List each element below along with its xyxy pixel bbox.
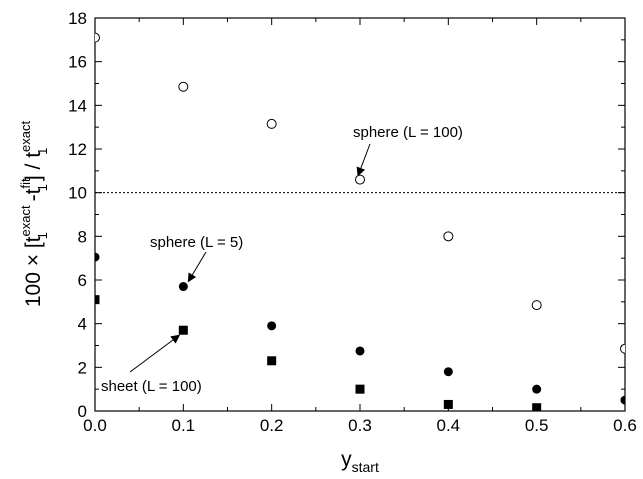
- annotation-sheet-l100-arrow: [129, 334, 181, 373]
- ylabel-sub3: 1: [35, 148, 50, 155]
- y-tick-label-1: 2: [78, 358, 87, 377]
- ylabel-sub1: 1: [35, 232, 50, 239]
- ylabel-prefix: 100 × [t: [22, 236, 45, 307]
- ylabel-mid: -t: [22, 188, 45, 207]
- point-filled-circle-2: [267, 321, 277, 331]
- axis-tick-labels: 0.0 0.1 0.2 0.3 0.4 0.5 0.6 0 2 4 6 8 10 12 14 16 18: [68, 9, 637, 435]
- point-open-circle-6: [620, 343, 625, 354]
- x-tick-label-2: 0.2: [260, 416, 284, 435]
- x-tick-label-4: 0.4: [437, 416, 461, 435]
- point-filled-square-4: [443, 399, 453, 409]
- point-open-circle-5: [531, 300, 542, 311]
- y-tick-label-0: 0: [78, 402, 87, 421]
- x-axis-label: ystart: [341, 448, 379, 475]
- x-axis-label-main: y: [341, 448, 352, 471]
- x-tick-label-6: 0.6: [613, 416, 637, 435]
- y-tick-label-8: 16: [68, 53, 87, 72]
- ylabel-sup3: exact: [18, 120, 33, 151]
- point-filled-square-0: [95, 295, 100, 305]
- point-filled-circle-3: [355, 346, 365, 356]
- annotation-sphere-l5-arrow: [187, 251, 207, 283]
- point-filled-square-3: [355, 384, 365, 394]
- annotations: sphere (L = 100) sphere (L = 5) sheet (L =…: [101, 124, 463, 395]
- y-tick-label-9: 18: [68, 9, 87, 28]
- data-points: [95, 32, 625, 411]
- x-tick-label-3: 0.3: [348, 416, 372, 435]
- y-axis-label: 100 × [texact 1 -tfit 1] / texact 1: [18, 120, 50, 307]
- annotation-sphere-l100-arrow: [356, 143, 371, 177]
- x-tick-label-1: 0.1: [172, 416, 196, 435]
- y-tick-label-7: 14: [68, 96, 87, 115]
- y-tick-label-3: 6: [78, 271, 87, 290]
- y-tick-label-5: 10: [68, 184, 87, 203]
- x-axis-label-sub: start: [352, 459, 379, 475]
- point-filled-circle-0: [95, 252, 100, 262]
- ylabel-sup1: exact: [18, 205, 33, 236]
- ylabel-sup2: fit: [18, 178, 33, 189]
- point-open-circle-2: [266, 118, 277, 129]
- annotation-sphere-l5-label: sphere (L = 5): [150, 234, 243, 251]
- point-open-circle-3: [355, 174, 365, 185]
- y-tick-label-6: 12: [68, 140, 87, 159]
- point-filled-circle-4: [443, 367, 453, 377]
- point-filled-square-2: [267, 356, 277, 366]
- x-tick-label-5: 0.5: [525, 416, 549, 435]
- annotation-sheet-l100-label: sheet (L = 100): [101, 378, 202, 395]
- point-filled-square-5: [532, 403, 542, 411]
- point-open-circle-4: [443, 231, 454, 242]
- point-open-circle-1: [178, 81, 189, 92]
- y-tick-label-2: 4: [78, 315, 87, 334]
- point-open-circle-0: [95, 32, 100, 43]
- y-tick-label-4: 8: [78, 227, 87, 246]
- ylabel-close: ] / t: [22, 152, 45, 181]
- ylabel-sub2: 1: [35, 184, 50, 191]
- point-filled-circle-6: [620, 395, 625, 405]
- annotation-sphere-l100-label: sphere (L = 100): [353, 124, 463, 141]
- point-filled-square-1: [178, 325, 188, 335]
- x-tick-label-0: 0.0: [83, 416, 107, 435]
- point-filled-circle-1: [178, 282, 188, 292]
- point-filled-circle-5: [532, 384, 542, 394]
